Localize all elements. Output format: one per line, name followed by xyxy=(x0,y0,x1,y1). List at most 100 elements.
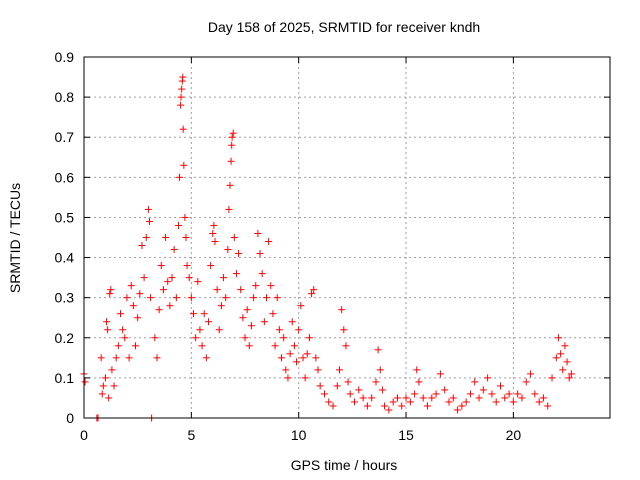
data-point xyxy=(509,398,517,406)
data-point xyxy=(228,133,236,141)
data-point xyxy=(153,354,161,362)
data-point xyxy=(301,374,309,382)
data-point xyxy=(230,234,238,241)
data-point xyxy=(548,374,556,382)
data-point xyxy=(557,350,565,358)
data-point xyxy=(174,221,182,229)
data-point xyxy=(136,290,144,298)
data-point xyxy=(205,318,213,326)
x-tick-label: 20 xyxy=(506,427,522,443)
data-point xyxy=(297,302,305,310)
data-point xyxy=(514,390,522,398)
data-point xyxy=(157,262,165,270)
data-point xyxy=(539,394,547,402)
x-tick-label: 10 xyxy=(291,427,307,443)
data-point xyxy=(245,342,253,350)
data-point xyxy=(471,378,479,386)
data-point xyxy=(254,229,262,237)
data-point xyxy=(484,374,492,382)
data-points xyxy=(80,73,575,422)
data-point xyxy=(458,402,466,410)
data-point xyxy=(192,334,200,342)
data-point xyxy=(378,386,386,394)
data-point xyxy=(449,394,457,402)
data-point xyxy=(363,402,371,410)
data-point xyxy=(518,394,526,402)
data-point xyxy=(308,290,316,298)
data-point xyxy=(492,398,500,406)
data-point xyxy=(479,386,487,394)
data-point xyxy=(213,286,221,294)
data-point xyxy=(210,221,218,229)
data-point xyxy=(226,181,234,189)
data-point xyxy=(129,302,137,310)
y-tick-label: 0.9 xyxy=(55,49,75,65)
data-point xyxy=(424,402,432,410)
data-point xyxy=(497,382,505,390)
data-point xyxy=(110,382,118,390)
data-point xyxy=(338,306,346,314)
data-point xyxy=(98,390,106,398)
data-point xyxy=(252,282,260,290)
data-point xyxy=(462,398,470,406)
data-point xyxy=(162,234,170,241)
data-point xyxy=(97,354,105,362)
data-point xyxy=(127,282,135,290)
data-point xyxy=(280,334,288,342)
data-point xyxy=(527,370,535,378)
data-point xyxy=(561,342,569,350)
data-point xyxy=(265,238,273,246)
data-point xyxy=(445,398,453,406)
y-tick-label: 0.5 xyxy=(55,209,75,225)
data-point xyxy=(179,73,187,81)
data-point xyxy=(168,274,176,282)
y-tick-label: 0.6 xyxy=(55,169,75,185)
data-point xyxy=(415,378,423,386)
data-point xyxy=(351,398,359,406)
data-point xyxy=(106,290,114,298)
data-point xyxy=(260,318,268,326)
data-point xyxy=(103,318,111,326)
data-point xyxy=(559,366,567,374)
data-point xyxy=(488,390,496,398)
data-point xyxy=(284,374,292,382)
data-point xyxy=(454,406,462,414)
data-point xyxy=(112,354,120,362)
data-point xyxy=(105,394,113,402)
chart-title: Day 158 of 2025, SRMTID for receiver knd… xyxy=(208,19,480,35)
data-point xyxy=(552,354,560,362)
data-point xyxy=(419,394,427,402)
data-point xyxy=(299,354,307,362)
data-point xyxy=(176,173,184,181)
data-point xyxy=(170,246,178,254)
data-point xyxy=(227,157,235,165)
data-point xyxy=(310,286,318,294)
y-axis-title: SRMTID / TECUs xyxy=(7,183,23,293)
data-point xyxy=(229,129,237,137)
data-point xyxy=(81,378,89,386)
data-point xyxy=(278,354,286,362)
data-point xyxy=(411,390,419,398)
data-point xyxy=(241,334,249,342)
data-point xyxy=(108,366,116,374)
data-point xyxy=(185,274,193,282)
data-point xyxy=(346,390,354,398)
data-point xyxy=(340,326,348,334)
data-point xyxy=(220,274,228,282)
data-point xyxy=(288,318,296,326)
data-point xyxy=(178,85,186,93)
grid xyxy=(84,57,610,418)
data-point xyxy=(436,370,444,378)
data-point xyxy=(441,386,449,394)
data-point xyxy=(189,310,197,318)
data-point xyxy=(286,350,294,358)
data-point xyxy=(215,326,223,334)
data-point xyxy=(406,398,414,406)
data-point xyxy=(225,205,233,213)
data-point xyxy=(273,294,281,302)
data-point xyxy=(177,93,185,101)
data-point xyxy=(501,394,509,402)
data-point xyxy=(398,402,406,410)
data-point xyxy=(531,390,539,398)
